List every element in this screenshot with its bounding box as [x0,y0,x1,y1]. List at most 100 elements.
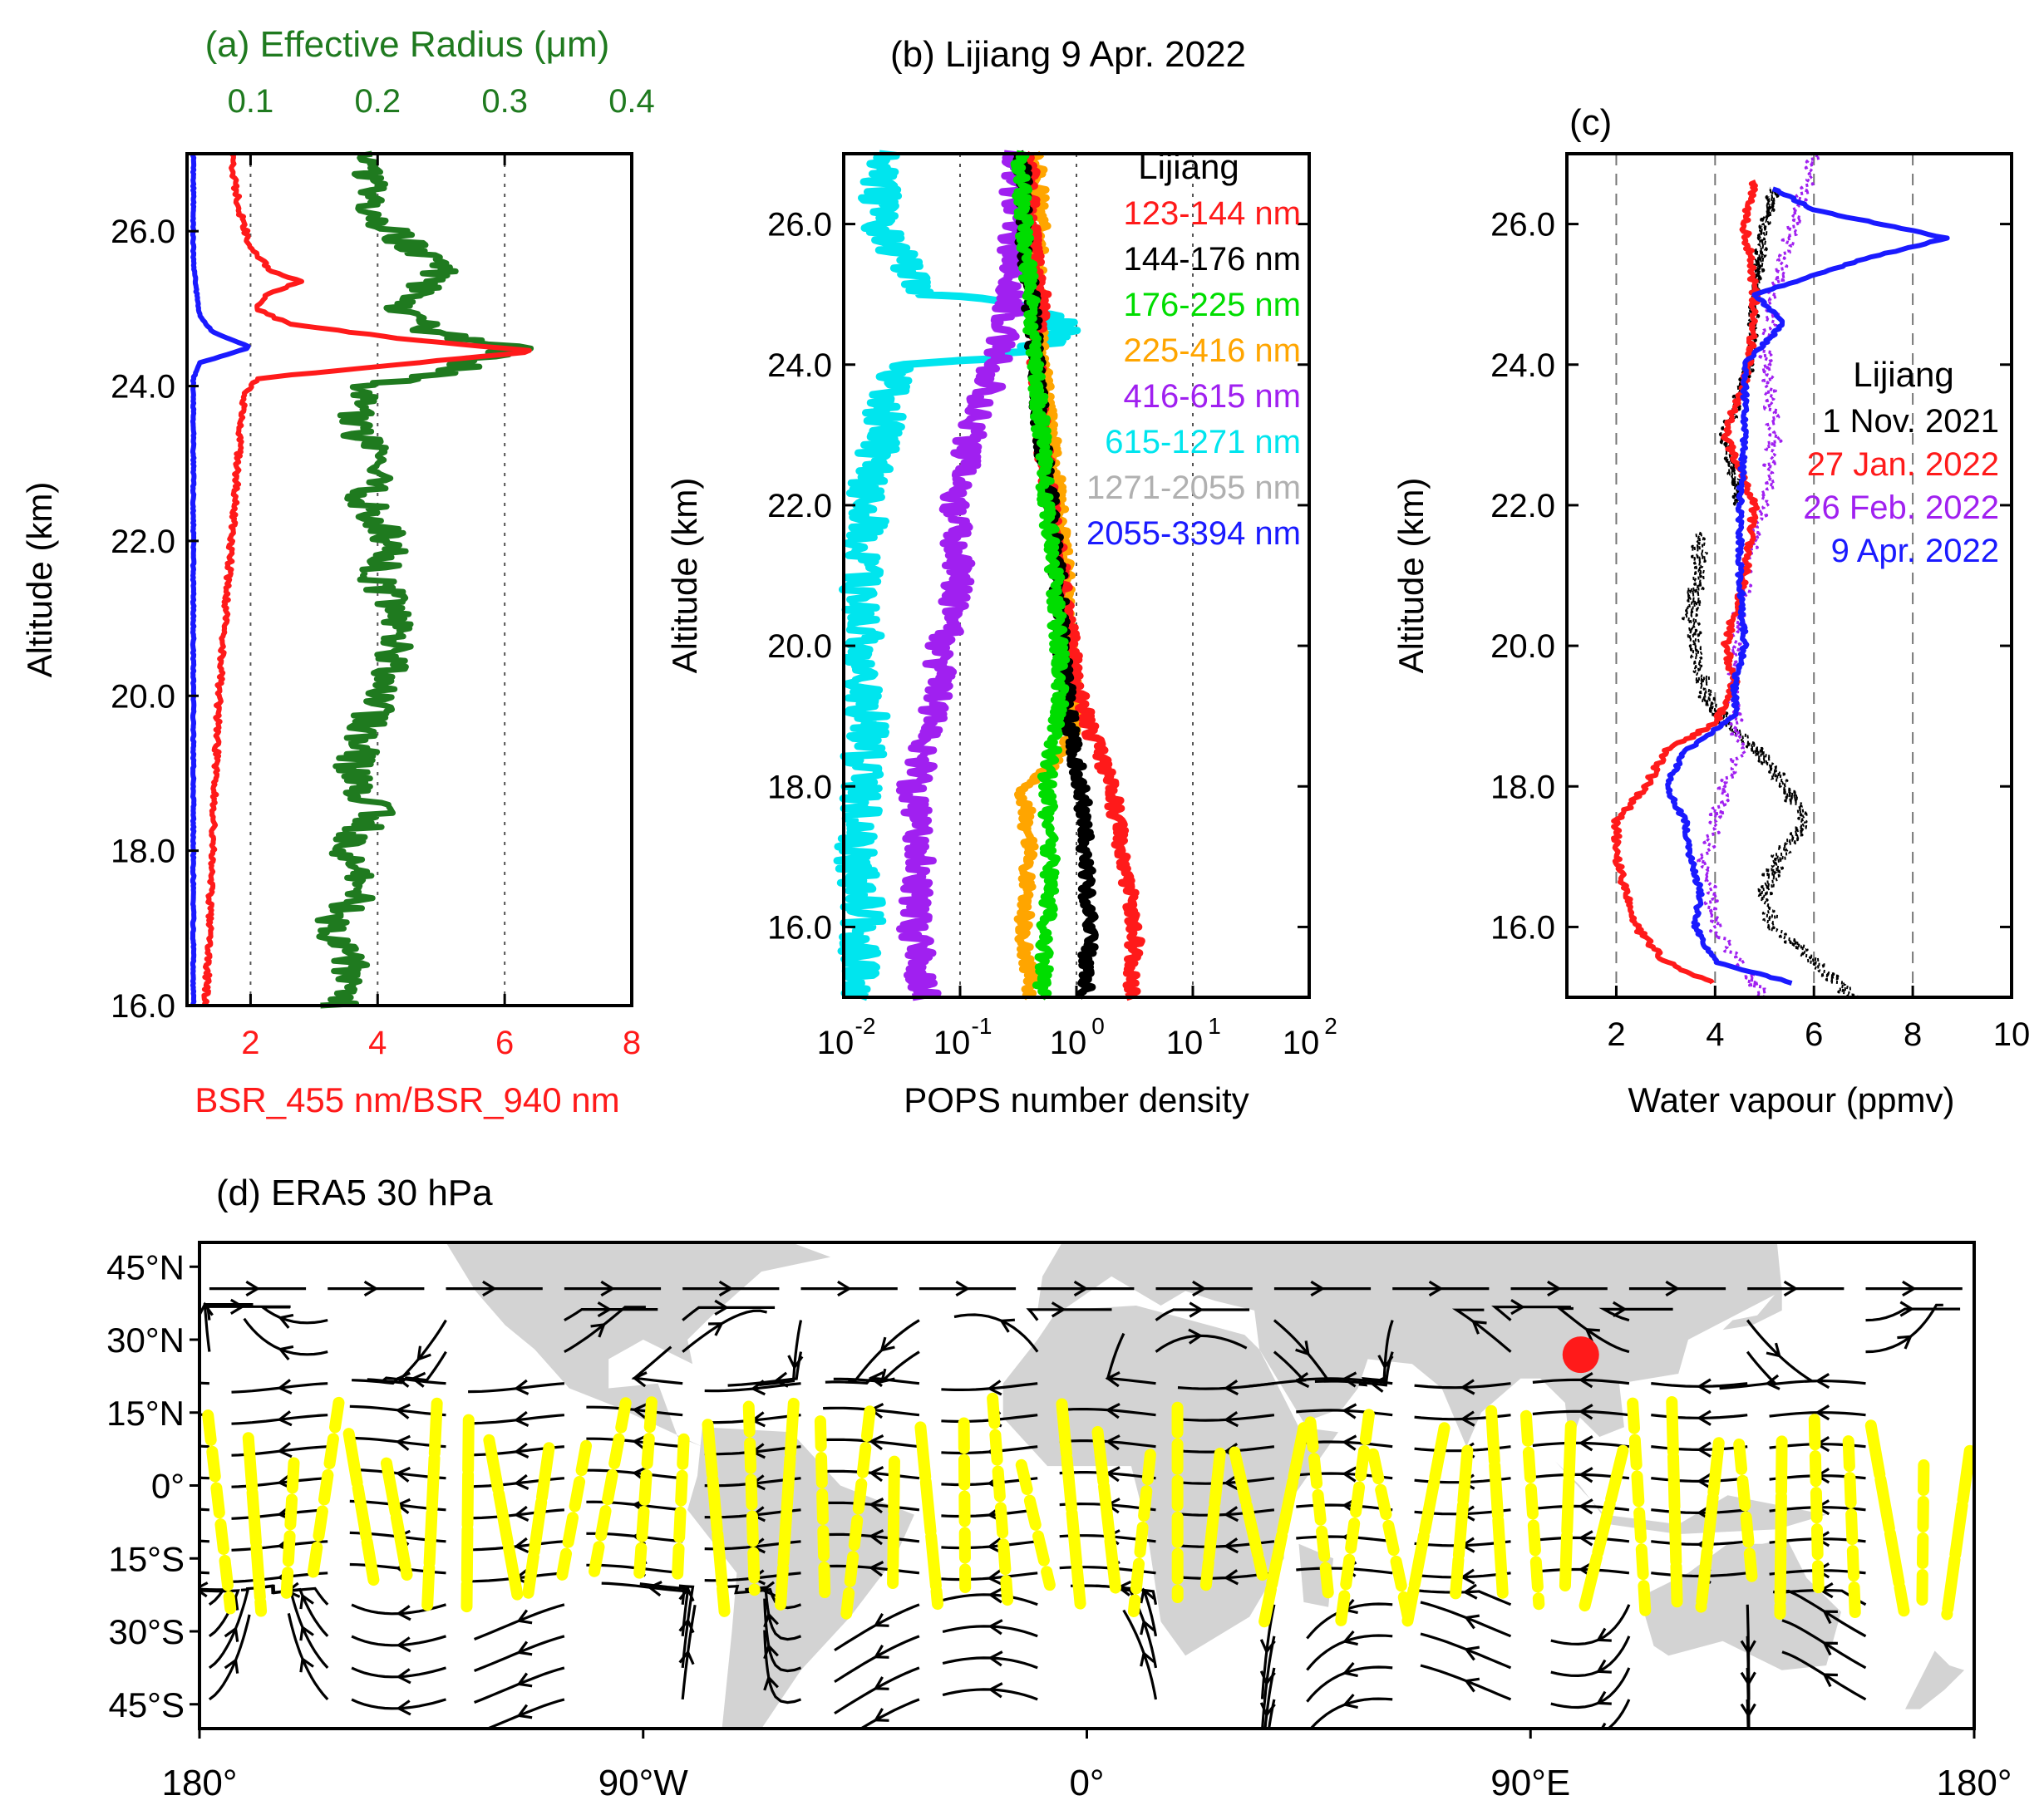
y-tick-label: 18.0 [1490,769,1555,805]
wind-arrow [1697,1441,1712,1458]
wind-arrow [514,1505,529,1522]
lat-tick-label: 15°N [106,1394,185,1433]
new-zealand [1905,1650,1965,1709]
wind-arrow [1223,1569,1239,1586]
panel-a-title: (a) Effective Radius (μm) [205,24,610,65]
wind-arrow [514,1379,529,1395]
y-tick-label: 24.0 [111,369,175,406]
wind-arrow [299,1593,314,1610]
sonde-track [1519,1409,1545,1611]
japan [1722,1286,1782,1331]
wind-arrow [199,1581,209,1598]
sonde-track [1229,1446,1268,1581]
wind-arrow [1188,1328,1204,1345]
streamline [380,1319,447,1384]
pops-line-1 [1012,150,1099,1000]
sonde-track [1774,1435,1788,1621]
sonde-track [1401,1422,1451,1627]
wind-arrow [873,1612,889,1627]
wind-arrow [1051,1301,1066,1318]
wind-arrow [869,1465,884,1483]
wind-arrow [1294,1371,1310,1389]
y-tick-label: 26.0 [111,214,175,250]
wind-arrow [1377,1355,1394,1370]
wind-arrow [161,1437,174,1450]
sonde-track [483,1434,524,1601]
wind-arrow [879,1368,895,1384]
wind-arrow [514,1473,529,1490]
bsr-ratio-line [201,151,532,1006]
wind-arrow [1578,1498,1593,1515]
wind-arrow [1460,1379,1475,1395]
wind-arrow [987,1380,1002,1396]
sonde-track [202,1409,237,1615]
wind-arrow [763,1643,779,1660]
sonde-track [887,1455,900,1590]
wind-arrow [410,1371,426,1388]
legend-entry: 615-1271 nm [1105,424,1301,460]
wind-arrow [869,1529,884,1546]
wind-arrow [1612,1301,1628,1317]
wind-arrow [1223,1410,1239,1428]
wind-arrow [869,1434,884,1451]
wind-arrow [1464,1645,1480,1661]
streamline [1306,1602,1393,1640]
wind-arrow [1596,1690,1612,1705]
y-tick-label: 24.0 [767,347,832,384]
wind-arrow [708,1322,724,1336]
legend-entry: 2055-3394 nm [1086,515,1301,552]
wind-arrow [869,1561,884,1577]
wind-arrow [1510,1299,1525,1316]
wind-arrow [514,1410,529,1427]
legend-entry: 225-416 nm [1124,332,1301,369]
wind-arrow [396,1636,411,1653]
wind-arrow [277,1410,293,1427]
streamline [199,1444,209,1449]
wind-arrow [363,1280,379,1297]
lat-tick-label: 15°S [108,1539,185,1578]
panel-a: 16.0 18.0 20.0 22.0 24.0 26.0 2 4 6 8 0.1 0.2 0.3 0.4… [20,24,655,1119]
wind-arrow [1578,1404,1593,1420]
wind-arrow [1460,1410,1475,1427]
x-tick-label: 8 [1904,1016,1922,1053]
sonde-track [814,1415,831,1602]
y-tick-label: 22.0 [1490,488,1555,524]
y-tick-label: 20.0 [111,678,175,715]
x-tick-label: 2 [241,1025,259,1061]
sonde-track [1258,1422,1310,1628]
wind-arrow [278,1313,294,1329]
wind-arrow [869,1370,884,1388]
wind-arrow [1105,1434,1121,1451]
x-tick-label: 10 [933,1025,971,1061]
panel-b-title: (b) Lijiang 9 Apr. 2022 [890,34,1246,75]
top-tick-label: 0.4 [608,83,655,120]
panel-d-title: (d) ERA5 30 hPa [216,1173,493,1213]
streamline [1420,1632,1512,1670]
y-tick-label: 24.0 [1490,347,1555,384]
wind-arrow [1765,1374,1780,1390]
sonde-track [556,1439,593,1581]
legend-title: Lijiang [1853,355,1953,394]
lon-tick-label: 90°E [1490,1763,1570,1803]
sonde-track [1695,1437,1725,1613]
wind-arrow [278,1345,294,1361]
y-tick-label: 20.0 [767,628,832,665]
panel-c: 16.0 18.0 20.0 22.0 24.0 26.0 2 4 6 8 10 Lijiang 1 N… [1391,102,2030,1119]
wind-arrow [245,1280,261,1297]
wind-arrow [837,1280,852,1297]
wind-arrow [1584,1328,1600,1343]
legend-entry: 176-225 nm [1124,287,1301,323]
wind-arrow [1223,1506,1239,1522]
y-tick-label: 16.0 [111,988,175,1025]
sonde-track [1367,1448,1414,1622]
lon-tick-label: 90°W [598,1763,689,1803]
wind-arrow [1223,1537,1239,1554]
wind-arrow [1342,1630,1358,1646]
lat-tick-label: 30°N [106,1321,185,1360]
legend-entry: 416-615 nm [1124,378,1301,415]
wind-arrow [999,1318,1016,1333]
sonde-track [1199,1447,1226,1591]
wind-arrow [1464,1677,1480,1693]
wind-arrow [873,1676,889,1690]
wind-arrow [590,1322,606,1338]
